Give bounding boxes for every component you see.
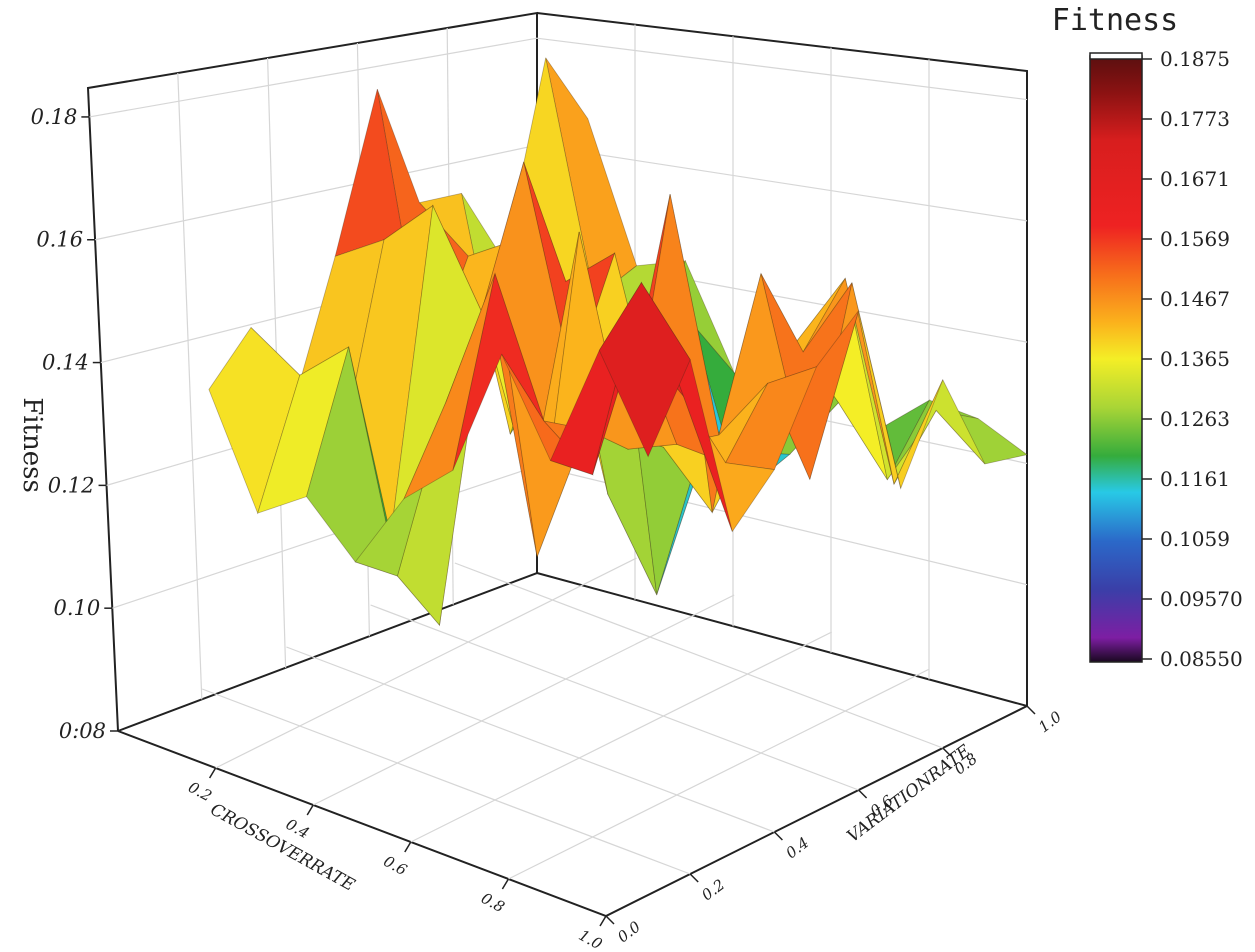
grid-line	[370, 604, 859, 791]
z-tick-label: 0.14	[42, 351, 89, 375]
surface-patch	[598, 281, 691, 458]
grid-line	[177, 72, 203, 700]
z-tick-label: 0.16	[36, 228, 83, 252]
colorbar-tick-label: 0.1569	[1160, 227, 1230, 251]
y-tick-mark	[605, 915, 615, 925]
surface-mesh	[208, 57, 1028, 627]
surface-patch	[683, 395, 776, 533]
colorbar-title: Fitness	[1052, 3, 1178, 38]
grid-line	[286, 646, 775, 833]
y-tick-mark	[689, 873, 699, 883]
colorbar-tick-label: 0.1875	[1160, 47, 1230, 71]
colorbar-tick-label: 0.1773	[1160, 107, 1230, 131]
grid-line	[454, 562, 944, 749]
colorbar-top-cap	[1089, 52, 1143, 60]
x-tick-mark	[501, 878, 510, 890]
y-tick-mark	[1026, 705, 1036, 715]
x-tick-mark	[208, 767, 217, 779]
x-tick-mark	[404, 841, 412, 853]
z-axis-title: Fitness	[17, 397, 47, 493]
y-tick-label: 0.0	[614, 917, 644, 946]
z-tick-label: 0.10	[54, 596, 101, 620]
colorbar-tick-label: 0.1059	[1160, 527, 1230, 551]
colorbar-tick-label: 0.1671	[1160, 167, 1230, 191]
x-tick-label: 0.6	[380, 852, 410, 880]
x-tick-label: 0.8	[478, 889, 508, 916]
colorbar-tick-label: 0.09570	[1160, 587, 1243, 611]
y-tick-label: 0.4	[782, 834, 812, 863]
grid-line	[215, 557, 637, 769]
x-tick-mark	[306, 804, 314, 816]
colorbar-ticks: 0.1875 0.1773 0.1671 0.1569 0.1467 0.1365 0.12…	[1142, 47, 1243, 671]
y-tick-mark	[858, 789, 868, 799]
z-tick-label: 0:08	[59, 719, 106, 743]
z-tick-label: 0.12	[48, 473, 95, 497]
colorbar-tick-label: 0.08550	[1160, 647, 1243, 671]
colorbar-tick-label: 0.1365	[1160, 347, 1230, 371]
z-tick-label: 0.18	[31, 105, 78, 129]
grid-line	[508, 668, 930, 880]
colorbar-tick-label: 0.1263	[1160, 407, 1230, 431]
x-tick-label: 0.2	[185, 778, 215, 805]
x-tick-label: 1.0	[576, 926, 606, 948]
colorbar-gradient	[1089, 55, 1143, 663]
colorbar-tick-label: 0.1467	[1160, 287, 1230, 311]
y-tick-mark	[773, 831, 783, 841]
colorbar: Fitness 0.18750.17730.16710.15690.14670.…	[1052, 3, 1243, 671]
surface-patch	[767, 310, 859, 481]
colorbar-tick-label: 0.1161	[1160, 467, 1230, 491]
grid-line	[89, 37, 1028, 118]
right-wall	[536, 12, 1028, 708]
grid-line	[201, 688, 691, 875]
y-tick-label: 1.0	[1035, 707, 1065, 736]
y-tick-label: 0.2	[698, 876, 728, 905]
grid-line	[410, 631, 833, 843]
x-tick-mark	[599, 915, 607, 927]
grid-line	[312, 594, 735, 806]
y-tick-mark	[942, 747, 952, 757]
